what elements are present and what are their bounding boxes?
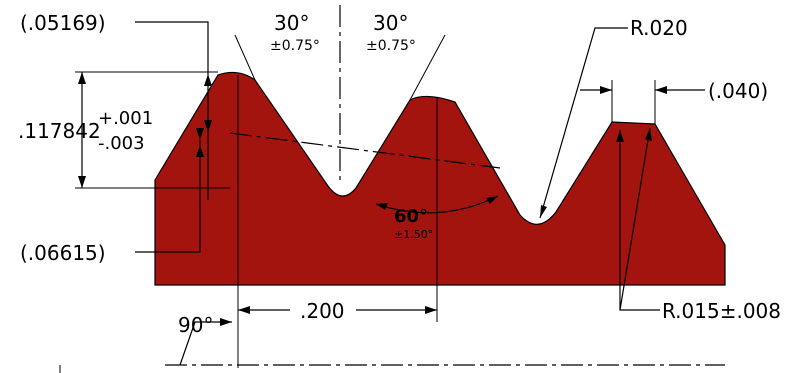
arc-60 — [375, 195, 499, 214]
label-200: .200 — [300, 299, 345, 323]
label-r015: R.015±.008 — [662, 299, 781, 323]
angle-line-left — [234, 34, 256, 81]
leader-05169 — [135, 21, 209, 200]
label-angle-right: 30° — [373, 11, 408, 35]
label-tol-minus: -.003 — [98, 133, 145, 154]
leader-r020 — [539, 27, 628, 219]
label-angle-left-tol: ±0.75° — [270, 38, 320, 54]
pitch-line — [229, 132, 501, 169]
label-r020: R.020 — [630, 16, 688, 40]
leader-06615 — [135, 140, 201, 253]
leader-90 — [179, 321, 232, 366]
label-040: (.040) — [708, 79, 768, 103]
label-60-tol: ±1.50° — [394, 228, 433, 241]
label-05169: (.05169) — [20, 11, 106, 35]
label-tol-plus: +.001 — [98, 108, 153, 129]
thread-profile-part — [154, 71, 726, 286]
label-60: 60° — [394, 206, 428, 227]
label-06615: (.06615) — [20, 241, 106, 265]
label-117842: .117842 — [18, 119, 101, 143]
angle-line-right — [409, 34, 446, 101]
label-angle-right-tol: ±0.75° — [366, 38, 416, 54]
label-angle-left: 30° — [274, 11, 309, 35]
label-90: 90° — [178, 313, 213, 337]
